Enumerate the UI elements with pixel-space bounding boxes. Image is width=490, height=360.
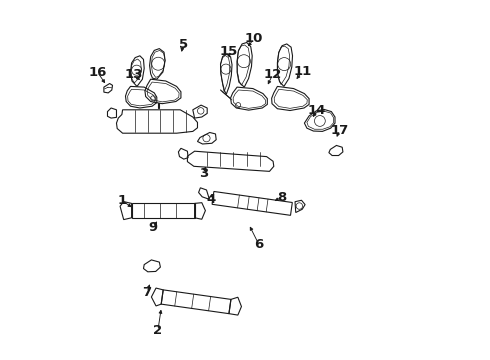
Text: 11: 11 [294, 65, 312, 78]
Text: 8: 8 [277, 191, 286, 204]
Text: 2: 2 [153, 324, 163, 337]
Text: 9: 9 [148, 221, 158, 234]
Text: 16: 16 [88, 66, 107, 78]
Text: 6: 6 [254, 238, 263, 251]
Text: 5: 5 [178, 39, 188, 51]
Text: 13: 13 [124, 68, 143, 81]
Text: 17: 17 [330, 124, 348, 137]
Text: 1: 1 [117, 194, 126, 207]
Text: 4: 4 [207, 193, 216, 206]
Text: 7: 7 [143, 286, 151, 299]
Text: 15: 15 [220, 45, 238, 58]
Text: 3: 3 [199, 167, 208, 180]
Text: 12: 12 [264, 68, 282, 81]
Text: 10: 10 [245, 32, 263, 45]
Text: 14: 14 [308, 104, 326, 117]
